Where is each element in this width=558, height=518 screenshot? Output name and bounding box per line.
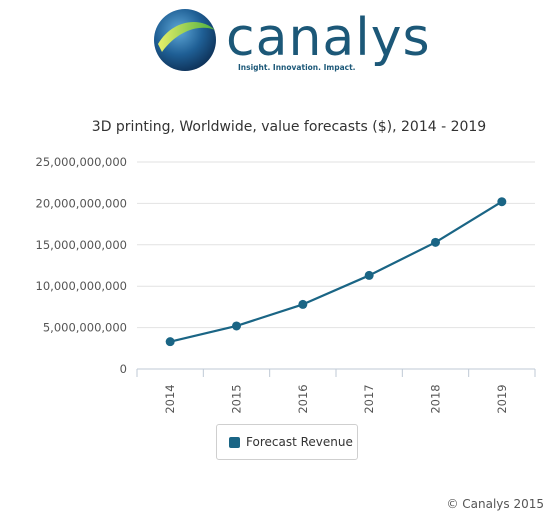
x-axis-ticks: 2014 2015 2016 2017 2018 2019 — [163, 384, 509, 413]
series-lines — [169, 200, 503, 343]
y-tick-label: 25,000,000,000 — [36, 155, 127, 169]
y-tick-label: 15,000,000,000 — [36, 238, 127, 252]
x-tick-label: 2018 — [429, 384, 443, 413]
y-axis-ticks: 25,000,000,000 20,000,000,000 15,000,000,0… — [36, 155, 127, 376]
data-point[interactable] — [497, 197, 507, 207]
globe-icon — [154, 9, 216, 71]
data-point[interactable] — [364, 270, 374, 280]
x-tick-label: 2014 — [163, 384, 177, 413]
data-points — [165, 197, 507, 347]
x-tick-label: 2017 — [362, 384, 376, 413]
y-tick-label: 10,000,000,000 — [36, 279, 127, 293]
data-point[interactable] — [165, 337, 175, 347]
legend-label: Forecast Revenue — [246, 435, 353, 449]
logo-wordmark: canalys — [226, 8, 431, 68]
legend-swatch — [229, 436, 240, 448]
canalys-logo: canalys Insight. Innovation. Impact. — [154, 8, 431, 72]
y-tick-label: 0 — [120, 362, 127, 376]
line-chart: 3D printing, Worldwide, value forecasts … — [36, 119, 536, 414]
logo-tagline: Insight. Innovation. Impact. — [238, 63, 356, 72]
x-tick-label: 2019 — [495, 384, 509, 413]
series-line-forecast-revenue — [169, 200, 503, 343]
data-point[interactable] — [298, 299, 308, 309]
legend[interactable]: Forecast Revenue — [216, 424, 358, 460]
y-tick-label: 20,000,000,000 — [36, 196, 127, 210]
axes — [136, 368, 536, 377]
x-tick-label: 2016 — [296, 384, 310, 413]
grid-lines — [137, 161, 535, 329]
chart-title: 3D printing, Worldwide, value forecasts … — [92, 119, 486, 135]
data-point[interactable] — [232, 321, 241, 331]
copyright-text: © Canalys 2015 — [446, 497, 544, 511]
y-tick-label: 5,000,000,000 — [43, 321, 127, 335]
data-point[interactable] — [431, 237, 440, 247]
x-tick-label: 2015 — [230, 384, 244, 413]
